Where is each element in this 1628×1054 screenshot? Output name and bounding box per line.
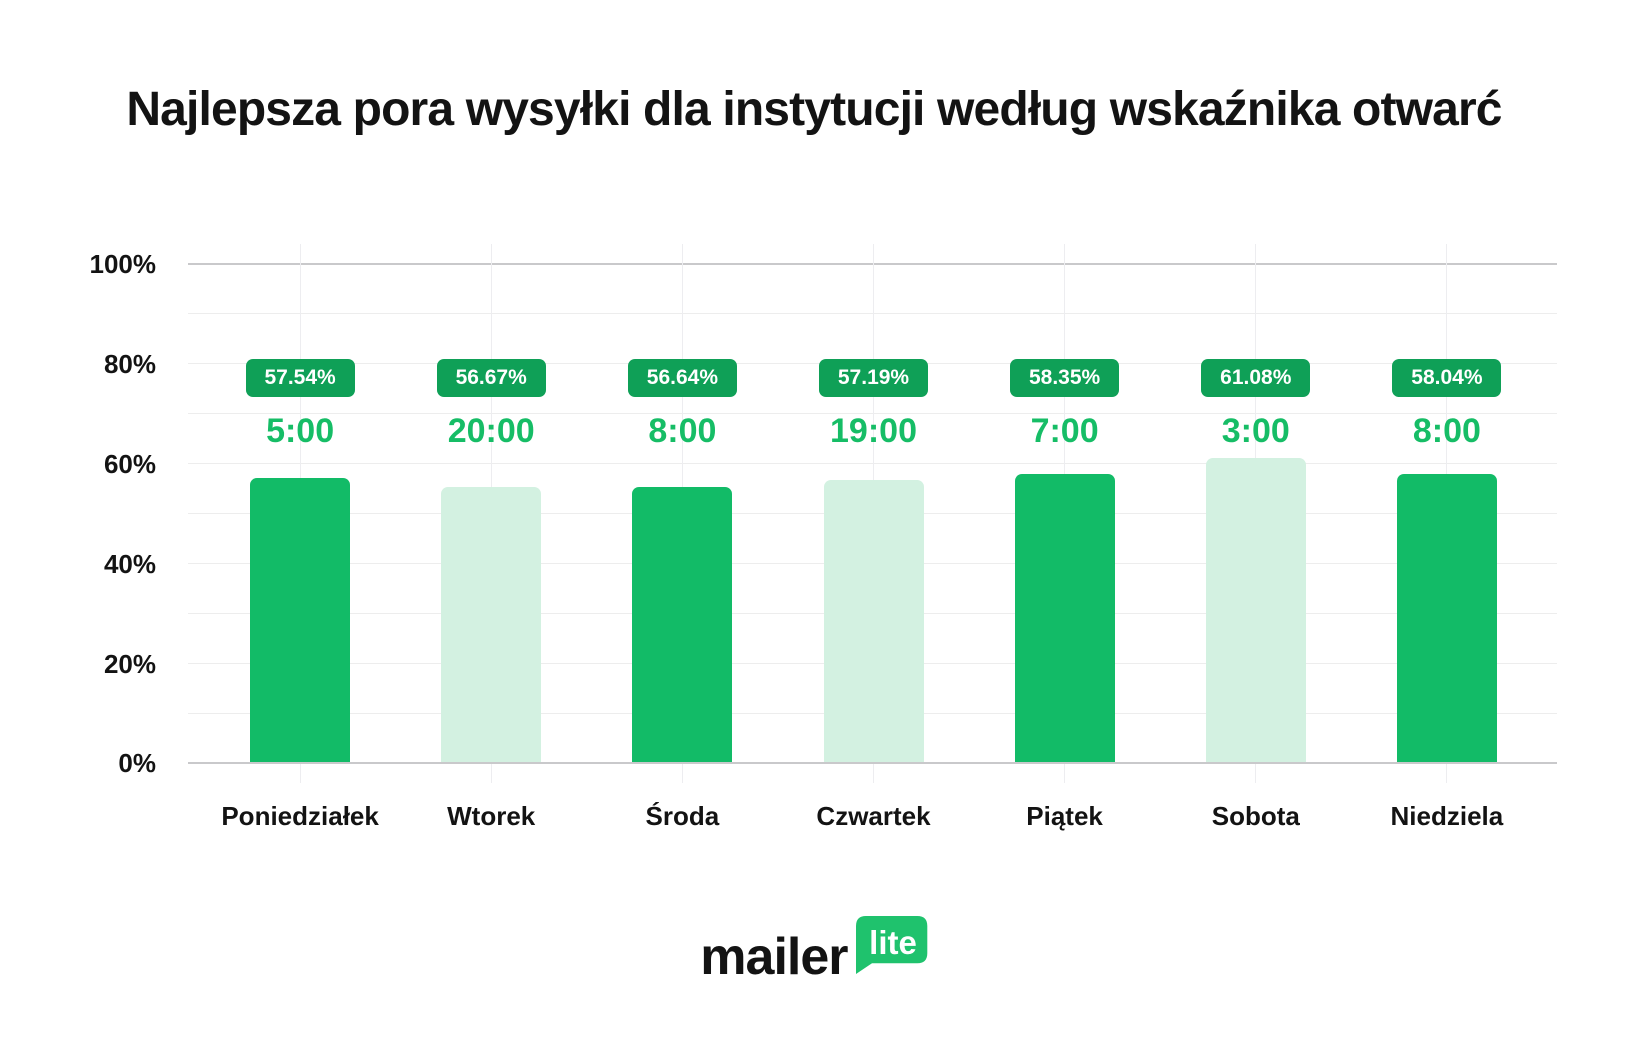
svg-text:lite: lite (869, 924, 917, 961)
